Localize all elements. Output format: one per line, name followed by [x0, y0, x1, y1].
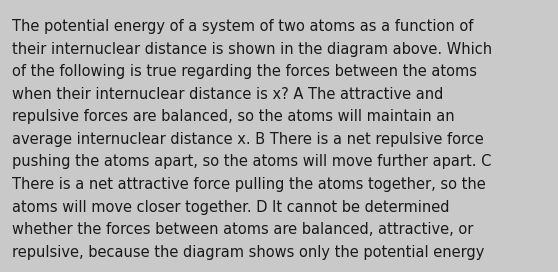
Text: There is a net attractive force pulling the atoms together, so the: There is a net attractive force pulling …: [12, 177, 486, 192]
Text: atoms will move closer together. D It cannot be determined: atoms will move closer together. D It ca…: [12, 200, 450, 215]
Text: repulsive forces are balanced, so the atoms will maintain an: repulsive forces are balanced, so the at…: [12, 109, 455, 124]
Text: average internuclear distance x. B There is a net repulsive force: average internuclear distance x. B There…: [12, 132, 484, 147]
Text: their internuclear distance is shown in the diagram above. Which: their internuclear distance is shown in …: [12, 42, 492, 57]
Text: whether the forces between atoms are balanced, attractive, or: whether the forces between atoms are bal…: [12, 222, 474, 237]
Text: of the following is true regarding the forces between the atoms: of the following is true regarding the f…: [12, 64, 477, 79]
Text: The potential energy of a system of two atoms as a function of: The potential energy of a system of two …: [12, 19, 474, 34]
Text: pushing the atoms apart, so the atoms will move further apart. C: pushing the atoms apart, so the atoms wi…: [12, 154, 492, 169]
Text: when their internuclear distance is x? A The attractive and: when their internuclear distance is x? A…: [12, 87, 444, 102]
Text: repulsive, because the diagram shows only the potential energy: repulsive, because the diagram shows onl…: [12, 245, 485, 260]
